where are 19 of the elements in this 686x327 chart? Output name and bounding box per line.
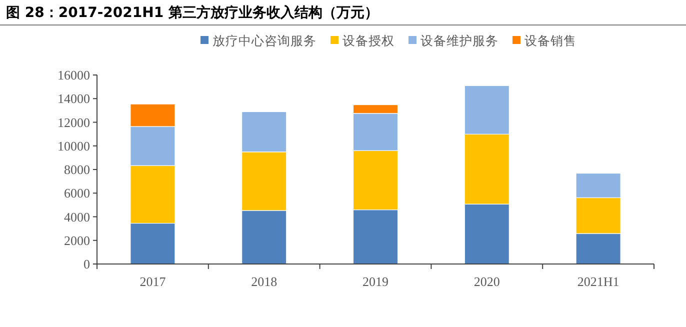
x-tick-label: 2020: [474, 274, 500, 289]
legend-label: 设备销售: [524, 33, 576, 48]
x-tick-label: 2017: [140, 274, 166, 289]
legend-label: 放疗中心咨询服务: [212, 33, 316, 48]
y-tick-label: 12000: [58, 114, 90, 130]
y-tick-label: 14000: [58, 91, 90, 106]
y-tick-label: 4000: [64, 209, 90, 224]
y-tick-label: 16000: [58, 68, 90, 82]
x-tick-label: 2018: [251, 274, 278, 289]
y-tick-label: 8000: [64, 162, 90, 177]
chart-title: 图 28：2017-2021H1 第三方放疗业务收入结构（万元）: [6, 4, 378, 21]
y-tick-label: 0: [84, 256, 90, 272]
legend-label: 设备授权: [342, 33, 394, 48]
y-tick-label: 10000: [58, 138, 90, 154]
y-tick-label: 2000: [64, 232, 90, 248]
legend-label: 设备维护服务: [420, 33, 498, 48]
y-tick-label: 6000: [64, 186, 90, 201]
x-tick-label: 2019: [362, 274, 388, 289]
x-tick-label: 2021H1: [577, 274, 620, 289]
